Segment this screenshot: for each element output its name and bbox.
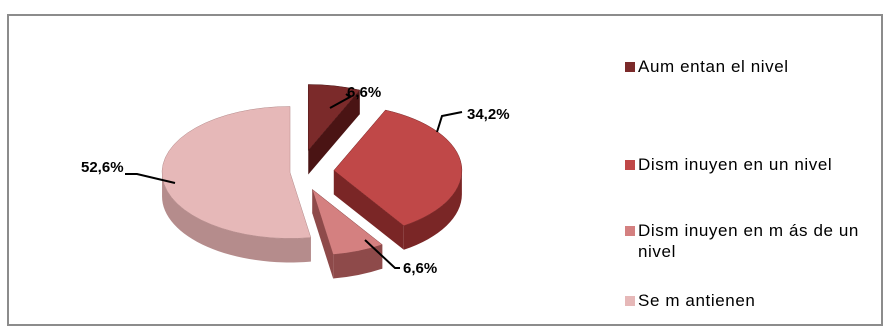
slice-aumentan	[307, 84, 361, 175]
leader-line	[364, 239, 400, 269]
legend-swatch	[625, 160, 635, 170]
legend-swatch	[625, 62, 635, 72]
legend: Aum entan el nivel Dism inuyen en un niv…	[625, 0, 887, 333]
leader-line	[125, 173, 176, 184]
legend-item-disminuyen-uno: Dism inuyen en un nivel	[625, 154, 883, 175]
slice-disminuyen-mas	[311, 188, 383, 279]
leader-line	[436, 111, 463, 133]
legend-item-aumentan: Aum entan el nivel	[625, 56, 883, 77]
data-label-aumentan: 6,6%	[347, 84, 381, 101]
legend-label: Dism inuyen en un nivel	[638, 155, 833, 174]
legend-item-disminuyen-mas: Dism inuyen en m ás de un nivel	[625, 220, 873, 262]
slice-se-mantienen	[161, 106, 312, 263]
slice-side	[403, 170, 462, 250]
data-label-se-mantienen: 52,6%	[81, 159, 124, 176]
data-label-disminuyen-uno: 34,2%	[467, 106, 510, 123]
legend-swatch	[625, 226, 635, 236]
slice-disminuyen-uno	[333, 109, 463, 250]
legend-label: Aum entan el nivel	[638, 57, 789, 76]
leader-line	[329, 93, 352, 109]
legend-label: Se m antienen	[638, 291, 756, 310]
slice-side	[162, 172, 311, 263]
slice-edge	[308, 90, 360, 175]
data-label-disminuyen-mas: 6,6%	[403, 260, 437, 277]
legend-item-se-mantienen: Se m antienen	[625, 290, 883, 311]
legend-swatch	[625, 296, 635, 306]
slice-top	[333, 109, 463, 227]
slice-edge	[333, 170, 404, 250]
data-labels: 6,6% 34,2% 6,6% 52,6%	[81, 84, 510, 277]
slice-edge	[312, 189, 334, 279]
pie-slices	[161, 84, 463, 279]
slice-top	[161, 106, 312, 239]
leader-lines	[125, 93, 463, 269]
slice-top	[311, 188, 383, 255]
slice-top	[307, 84, 361, 152]
legend-label: Dism inuyen en m ás de un nivel	[638, 221, 859, 261]
